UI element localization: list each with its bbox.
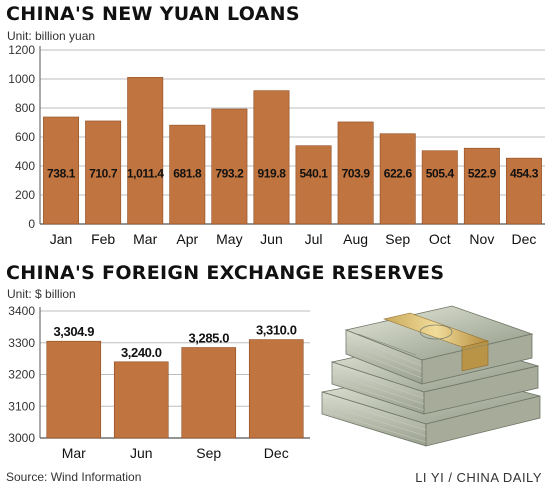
bar-may	[211, 108, 248, 225]
data-label: 540.1	[300, 167, 329, 181]
bar-jun	[253, 90, 290, 225]
x-tick-label: Sep	[385, 231, 410, 247]
bar-sep	[379, 133, 416, 225]
x-tick-label: Jun	[130, 445, 153, 461]
data-label: 3,310.0	[256, 323, 297, 338]
y-tick-label: 3000	[8, 431, 35, 445]
y-tick-label: 200	[15, 188, 35, 202]
bar-jul	[295, 145, 332, 225]
bar-aug	[337, 121, 374, 225]
bar-mar	[46, 340, 102, 439]
x-tick-label: Nov	[469, 231, 494, 247]
y-tick-label: 3300	[8, 336, 35, 350]
y-tick-label: 1000	[8, 72, 35, 86]
x-tick-label: Jun	[260, 231, 283, 247]
x-tick-label: Mar	[62, 445, 86, 461]
y-tick-label: 800	[15, 101, 35, 115]
bar-nov	[463, 147, 500, 225]
reserves-chart-title: CHINA'S FOREIGN EXCHANGE RESERVES	[6, 262, 445, 284]
x-tick-label: Aug	[343, 231, 368, 247]
data-label: 1,011.4	[127, 167, 164, 181]
data-label: 454.3	[510, 167, 539, 181]
data-label: 522.9	[468, 167, 497, 181]
credit-line: LI YI / CHINA DAILY	[415, 470, 542, 485]
loans-chart-title: CHINA'S NEW YUAN LOANS	[6, 3, 300, 25]
data-label: 505.4	[426, 167, 455, 181]
x-tick-label: Oct	[429, 231, 451, 247]
x-tick-label: Dec	[264, 445, 289, 461]
y-tick-label: 3100	[8, 399, 35, 413]
y-tick-label: 1200	[8, 43, 35, 57]
x-tick-label: Dec	[512, 231, 537, 247]
bar-jan	[43, 116, 80, 225]
x-tick-label: Feb	[91, 231, 115, 247]
x-tick-label: Apr	[176, 231, 198, 247]
data-label: 3,285.0	[188, 331, 229, 346]
reserves-chart-unit: Unit: $ billion	[7, 287, 76, 301]
reserves-bar-chart: 3000 3100 3200 3300 3400 3,304.9 Mar 3,240.0 Jun…	[8, 304, 310, 461]
bar-mar	[127, 77, 164, 225]
x-tick-label: Jul	[305, 231, 323, 247]
x-tick-label: Jan	[50, 231, 73, 247]
data-label: 3,304.9	[53, 324, 94, 339]
data-label: 919.8	[257, 167, 286, 181]
data-label: 738.1	[47, 167, 76, 181]
data-label: 681.8	[173, 167, 202, 181]
data-label: 710.7	[89, 167, 118, 181]
y-tick-label: 400	[15, 159, 35, 173]
x-tick-label: May	[216, 231, 242, 247]
x-tick-label: Mar	[133, 231, 157, 247]
data-label: 622.6	[384, 167, 413, 181]
y-tick-label: 3400	[8, 304, 35, 318]
bar-apr	[169, 124, 206, 225]
money-stack-image	[321, 305, 541, 447]
bar-dec	[248, 339, 304, 439]
bar-oct	[421, 150, 458, 225]
loans-bar-chart: 0 200 400 600 800 1000 1200 738.1 Jan 710.7 Feb 1,0…	[8, 43, 545, 247]
source-note: Source: Wind Information	[6, 470, 142, 484]
x-tick-label: Sep	[196, 445, 221, 461]
loans-chart-unit: Unit: billion yuan	[7, 29, 96, 43]
y-tick-label: 3200	[8, 368, 35, 382]
data-label: 793.2	[215, 167, 244, 181]
data-label: 703.9	[342, 167, 371, 181]
data-label: 3,240.0	[121, 345, 162, 360]
bar-jun	[113, 361, 169, 439]
bar-dec	[505, 157, 542, 225]
bar-sep	[181, 347, 237, 439]
y-tick-label: 600	[15, 130, 35, 144]
bar-feb	[85, 120, 122, 225]
y-tick-label: 0	[28, 217, 35, 231]
